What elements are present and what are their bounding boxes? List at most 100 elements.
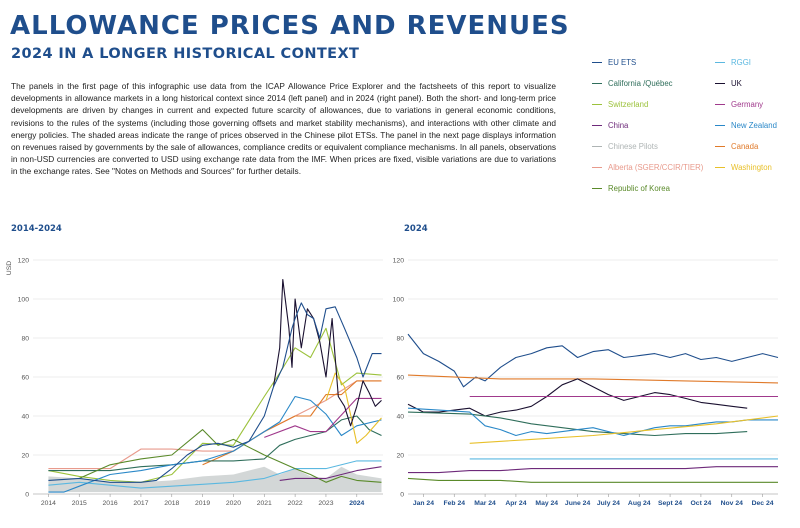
legend-label: Chinese Pilots — [608, 142, 658, 151]
legend-label: Canada — [731, 142, 759, 151]
description-text: The panels in the first page of this inf… — [11, 81, 556, 177]
legend-swatch — [715, 62, 725, 63]
chart-0-y-axis-label: USD — [6, 261, 13, 275]
chart-1-y-tick-label: 60 — [396, 374, 404, 381]
legend-item: Republic of Korea — [592, 184, 670, 193]
chart-1-series-china — [408, 466, 778, 474]
chart-1-y-tick-label: 100 — [393, 296, 405, 303]
chart-0-series-eu-ets — [48, 302, 382, 483]
chart-1-x-tick-label: June 24 — [565, 500, 591, 507]
chart-0-series-washington — [325, 372, 382, 444]
legend-swatch — [592, 125, 602, 126]
legend-label: Switzerland — [608, 100, 649, 109]
legend-item: California /Québec — [592, 79, 673, 88]
chinese-pilots-range-band — [48, 466, 382, 493]
chart-1-x-tick-label: Nov 24 — [721, 500, 744, 507]
chart-1-series-eu-ets — [407, 333, 779, 388]
legend-label: Republic of Korea — [608, 184, 670, 193]
chart-0-y-tick-label: 100 — [18, 296, 30, 303]
legend-swatch — [592, 167, 602, 168]
legend-item: China — [592, 121, 628, 130]
chart-0-series-canada — [202, 380, 382, 466]
legend-item: Chinese Pilots — [592, 142, 658, 151]
legend-item: Canada — [715, 142, 758, 151]
legend-item: New Zealand — [715, 121, 777, 130]
chart-0-x-tick-label: 2018 — [164, 500, 179, 507]
chart-1-x-tick-label: Dec 24 — [752, 500, 774, 507]
chart-0-series-germany — [264, 397, 382, 438]
chart-0-x-tick-label: 2016 — [103, 500, 118, 507]
chart-0-x-tick-label: 2019 — [195, 500, 210, 507]
chart-0-series-rggi — [48, 460, 382, 489]
legend-item: Germany — [715, 100, 763, 109]
chart-0-y-tick-label: 80 — [21, 335, 29, 342]
legend-label: New Zealand — [731, 121, 777, 130]
chart-0-x-tick-label: 2023 — [318, 500, 333, 507]
chart-0-series-china — [279, 466, 382, 481]
chart-0-series-uk — [272, 278, 382, 427]
chart-legend: EU ETS RGGI California /Québec UK Switzerlan… — [592, 58, 792, 208]
legend-label: China — [608, 121, 629, 130]
chart-0-x-tick-label: 2024 — [349, 500, 364, 507]
legend-swatch — [592, 62, 602, 63]
legend-item: Switzerland — [592, 100, 648, 109]
chart-1-y-tick-label: 80 — [396, 335, 404, 342]
legend-item: EU ETS — [592, 58, 636, 67]
chart-1-x-tick-label: Sept 24 — [658, 500, 682, 507]
legend-item: UK — [715, 79, 742, 88]
legend-label: RGGI — [731, 58, 751, 67]
legend-swatch — [592, 104, 602, 105]
chart-0-x-tick-label: 2017 — [133, 500, 148, 507]
chart-1-x-tick-label: July 24 — [597, 500, 620, 507]
chart-1-y-tick-label: 20 — [396, 452, 404, 459]
legend-label: California /Québec — [608, 79, 673, 88]
page-subtitle: 2024 IN A LONGER HISTORICAL CONTEXT — [11, 46, 360, 62]
chart-1-x-tick-label: Jan 24 — [413, 500, 434, 507]
chart-1-series-uk — [407, 378, 748, 417]
legend-item: Alberta (SGER/CCIR/TIER) — [592, 163, 703, 172]
legend-label: Germany — [731, 100, 764, 109]
chart-0-x-tick-label: 2015 — [72, 500, 87, 507]
legend-label: EU ETS — [608, 58, 637, 67]
chart-0-y-tick-label: 60 — [21, 374, 29, 381]
legend-swatch — [592, 83, 602, 84]
legend-swatch — [592, 188, 602, 189]
chart-1-x-tick-label: Feb 24 — [443, 500, 465, 507]
legend-item: RGGI — [715, 58, 751, 67]
legend-label: Washington — [731, 163, 772, 172]
legend-swatch — [715, 167, 725, 168]
chart-0-x-tick-label: 2020 — [226, 500, 241, 507]
legend-label: UK — [731, 79, 742, 88]
chart-0-y-tick-label: 120 — [18, 257, 30, 264]
chart-0-y-tick-label: 20 — [21, 452, 29, 459]
legend-label: Alberta (SGER/CCIR/TIER) — [608, 163, 704, 172]
chart-1-x-tick-label: Apr 24 — [505, 500, 526, 507]
legend-item: Washington — [715, 163, 772, 172]
chart-0-series-new-zealand — [48, 395, 382, 493]
chart-1-x-tick-label: Mar 24 — [474, 500, 496, 507]
chart-1-y-tick-label: 40 — [396, 413, 404, 420]
right-panel-title: 2024 — [404, 224, 428, 234]
chart-1-x-tick-label: May 24 — [535, 500, 558, 507]
legend-swatch — [592, 146, 602, 147]
chart-1-series-california-qu-bec — [407, 411, 748, 437]
chart-1-series-canada — [407, 374, 779, 384]
chart-1-x-tick-label: Oct 24 — [691, 500, 712, 507]
chart-0-x-tick-label: 2022 — [288, 500, 303, 507]
left-panel-title: 2014-2024 — [11, 224, 62, 234]
chart-0-y-tick-label: 40 — [21, 413, 29, 420]
legend-swatch — [715, 146, 725, 147]
chart-1-x-tick-label: Aug 24 — [628, 500, 651, 507]
legend-swatch — [715, 83, 725, 84]
chart-0-series-republic-of-korea — [79, 429, 382, 483]
page-title: ALLOWANCE PRICES AND REVENUES — [10, 11, 570, 41]
chart-1-series-new-zealand — [407, 407, 778, 437]
legend-swatch — [715, 125, 725, 126]
chart-1-series-republic-of-korea — [407, 477, 778, 483]
legend-swatch — [715, 104, 725, 105]
chart-0-series-california-qu-bec — [48, 415, 382, 472]
chart-1-y-tick-label: 120 — [393, 257, 405, 264]
chart-0-y-tick-label: 0 — [25, 491, 29, 498]
chart-0-x-tick-label: 2014 — [41, 500, 56, 507]
chart-0-x-tick-label: 2021 — [257, 500, 272, 507]
